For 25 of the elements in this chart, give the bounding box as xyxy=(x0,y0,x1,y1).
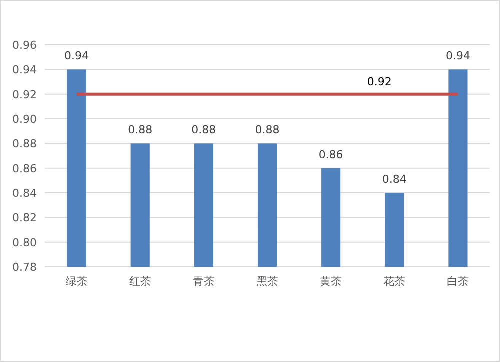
data-label: 0.88 xyxy=(192,124,216,137)
y-tick-label: 0.90 xyxy=(12,113,37,126)
x-tick-label: 白茶 xyxy=(447,275,470,288)
data-label: 0.94 xyxy=(64,50,90,63)
data-label: 0.84 xyxy=(382,173,407,186)
y-tick-label: 0.88 xyxy=(12,138,37,151)
x-tick-label: 黑茶 xyxy=(256,275,278,288)
y-tick-label: 0.84 xyxy=(12,187,37,200)
data-label: 0.88 xyxy=(128,124,153,137)
y-tick-label: 0.94 xyxy=(12,64,37,77)
y-tick-label: 0.80 xyxy=(12,236,37,250)
data-label: 0.86 xyxy=(318,148,344,162)
data-label: 0.92 xyxy=(367,75,392,88)
y-tick-label: 0.92 xyxy=(12,88,37,102)
y-tick-label: 0.82 xyxy=(12,212,37,225)
y-tick-label: 0.96 xyxy=(12,39,37,52)
data-label: 0.88 xyxy=(255,124,280,137)
y-tick-label: 0.86 xyxy=(12,162,37,176)
x-tick-label: 花茶 xyxy=(384,275,406,288)
x-tick-label: 黄茶 xyxy=(320,275,342,288)
x-tick-label: 青茶 xyxy=(192,275,215,288)
x-tick-label: 绿茶 xyxy=(66,275,88,288)
x-tick-label: 红茶 xyxy=(129,275,152,288)
y-tick-label: 0.78 xyxy=(12,261,37,274)
data-label: 0.94 xyxy=(446,50,470,63)
